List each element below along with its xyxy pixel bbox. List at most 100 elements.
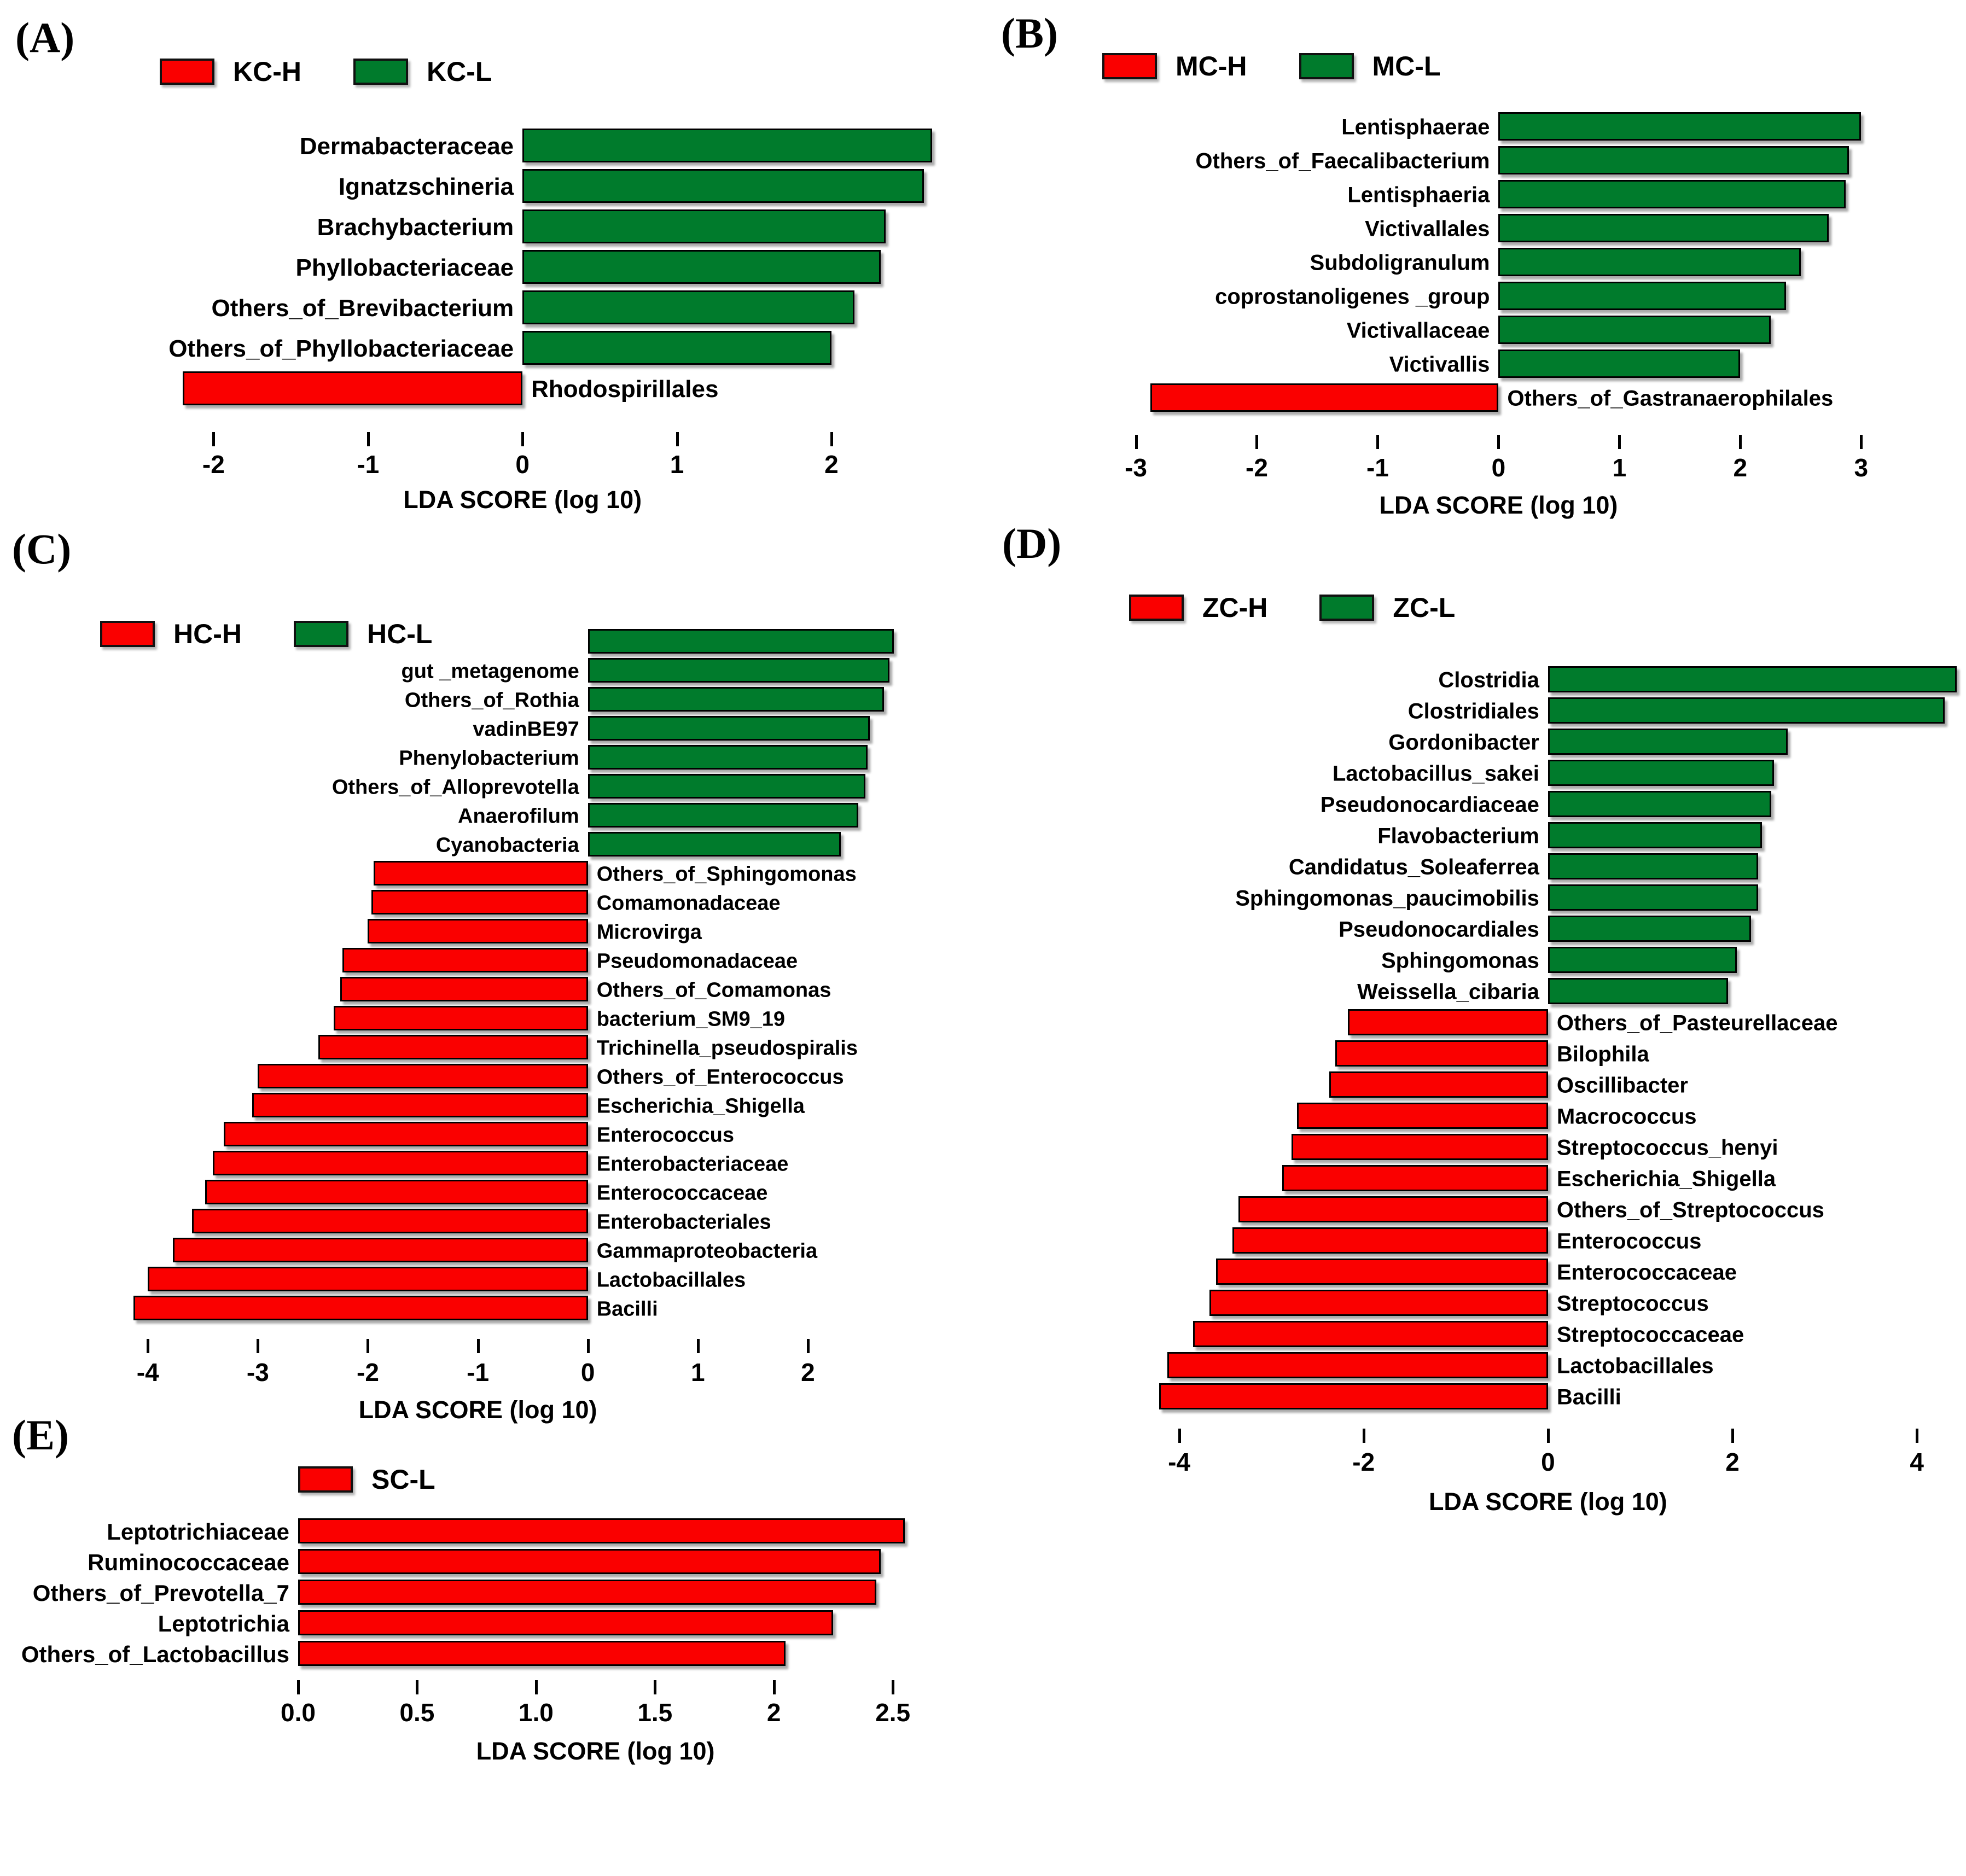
bar <box>522 290 855 324</box>
axis-tick-label: -2 <box>202 450 225 479</box>
axis-tick-label: 0 <box>1491 453 1506 482</box>
bar <box>588 658 889 683</box>
bar-label: Lactobacillales <box>596 1268 746 1291</box>
bar-label: Others_of_Brevibacterium <box>211 295 514 322</box>
bar <box>224 1122 588 1146</box>
axis-tick <box>1546 1429 1550 1443</box>
legend-label: KC-H <box>233 56 301 87</box>
legend-item-zc-l: ZC-L <box>1319 592 1455 624</box>
axis-tick <box>476 1339 480 1353</box>
axis-tick <box>1376 435 1380 449</box>
bar-label: Others_of_Phyllobacteriaceae <box>168 335 514 362</box>
bar-label: bacterium_SM9_19 <box>596 1007 786 1030</box>
axis-title: LDA SCORE (log 10) <box>403 486 642 514</box>
axis-tick-label: 1 <box>1612 453 1627 482</box>
legend-swatch-icon <box>160 59 214 85</box>
bar-label: Rhodospirillales <box>531 376 719 403</box>
bar <box>340 977 588 1001</box>
bar <box>1193 1321 1548 1347</box>
bar-label: Enterobacteriales <box>596 1210 771 1233</box>
bar-label: Leptotrichiaceae <box>107 1519 289 1545</box>
bar-label: Gordonibacter <box>1388 730 1539 755</box>
bar-label: Victivallaceae <box>1346 318 1490 343</box>
legend-item-mc-h: MC-H <box>1102 50 1247 82</box>
bar-label: Brachybacterium <box>317 214 514 241</box>
axis-tick <box>772 1680 776 1694</box>
bar-label: Victivallales <box>1365 217 1490 241</box>
bar <box>1335 1040 1548 1067</box>
bar-label: Escherichia_Shigella <box>596 1094 805 1117</box>
bar-label: Enterococcus <box>1556 1229 1702 1254</box>
bar <box>258 1064 588 1088</box>
bar <box>371 890 588 914</box>
panel-letter-c: (C) <box>12 525 72 573</box>
bar <box>588 629 894 654</box>
bar <box>1548 697 1945 724</box>
bar-label: Sphingomonas <box>1381 948 1539 973</box>
legend-item-mc-l: MC-L <box>1299 50 1441 82</box>
legend-label: MC-L <box>1372 51 1441 81</box>
bar-label: Comamonadaceae <box>596 892 781 914</box>
bar-label: Others_of_Enterococcus <box>596 1065 844 1088</box>
axis-tick <box>147 1339 150 1353</box>
bar <box>1498 180 1846 208</box>
axis-tick-label: 1.0 <box>518 1698 554 1727</box>
axis-tick <box>1255 435 1259 449</box>
bar <box>182 371 523 405</box>
bar <box>1548 884 1759 911</box>
legend-label: ZC-H <box>1202 592 1268 623</box>
bar-label: gut _metagenome <box>401 660 579 683</box>
legend-label: HC-H <box>173 619 242 649</box>
bar <box>298 1518 905 1543</box>
axis-tick-label: -3 <box>1125 453 1147 482</box>
axis-tick-label: -1 <box>1366 453 1389 482</box>
bar <box>522 169 924 203</box>
bar <box>1150 383 1499 412</box>
bar <box>1216 1259 1548 1285</box>
bar <box>588 687 884 712</box>
bar <box>1209 1290 1548 1316</box>
panel-letter-e: (E) <box>12 1411 69 1459</box>
bar <box>522 209 886 243</box>
panel-letter-a: (A) <box>15 14 75 61</box>
bar <box>173 1238 588 1262</box>
bar <box>1348 1009 1548 1035</box>
bar <box>298 1549 881 1574</box>
legend-item-zc-h: ZC-H <box>1129 592 1267 624</box>
bar-label: Oscillibacter <box>1556 1073 1688 1098</box>
bar-label: Streptococcus <box>1556 1291 1709 1316</box>
bar <box>212 1151 588 1175</box>
bar <box>588 716 870 741</box>
legend-label: SC-L <box>371 1464 435 1495</box>
axis-tick <box>367 1339 370 1353</box>
bar-label: Weissella_cibaria <box>1357 980 1539 1004</box>
axis-tick <box>806 1339 810 1353</box>
legend-label: MC-H <box>1176 51 1247 81</box>
axis-tick-label: 2 <box>1725 1448 1740 1476</box>
bar <box>298 1580 876 1605</box>
bar-label: vadinBE97 <box>473 718 579 741</box>
bar-label: Others_of_Rothia <box>404 689 579 712</box>
legend-item-kc-l: KC-L <box>353 56 492 88</box>
bar <box>522 129 932 162</box>
axis-tick <box>586 1339 590 1353</box>
axis-tick-label: 2.5 <box>875 1698 911 1727</box>
legend-item-sc-l: SC-L <box>298 1464 435 1495</box>
bar <box>588 745 868 770</box>
bar <box>1548 666 1957 692</box>
bar <box>1548 760 1774 786</box>
bar-label: Phyllobacteriaceae <box>295 254 514 281</box>
bar-label: Trichinella_pseudospiralis <box>596 1036 858 1059</box>
axis-tick-label: -1 <box>357 450 380 479</box>
bar-label: Lactobacillus_sakei <box>1332 761 1539 786</box>
bar-label: Lentisphaeria <box>1347 183 1490 207</box>
axis-tick-label: 0.0 <box>281 1698 316 1727</box>
axis-tick <box>257 1339 260 1353</box>
legend-swatch-icon <box>1129 595 1184 621</box>
axis-tick-label: 0 <box>515 450 530 479</box>
axis-tick <box>696 1339 700 1353</box>
bar <box>1238 1196 1548 1222</box>
legend-a: KC-H KC-L <box>160 56 492 88</box>
bar-label: Others_of_Alloprevotella <box>331 776 579 799</box>
axis-tick <box>892 1680 895 1694</box>
